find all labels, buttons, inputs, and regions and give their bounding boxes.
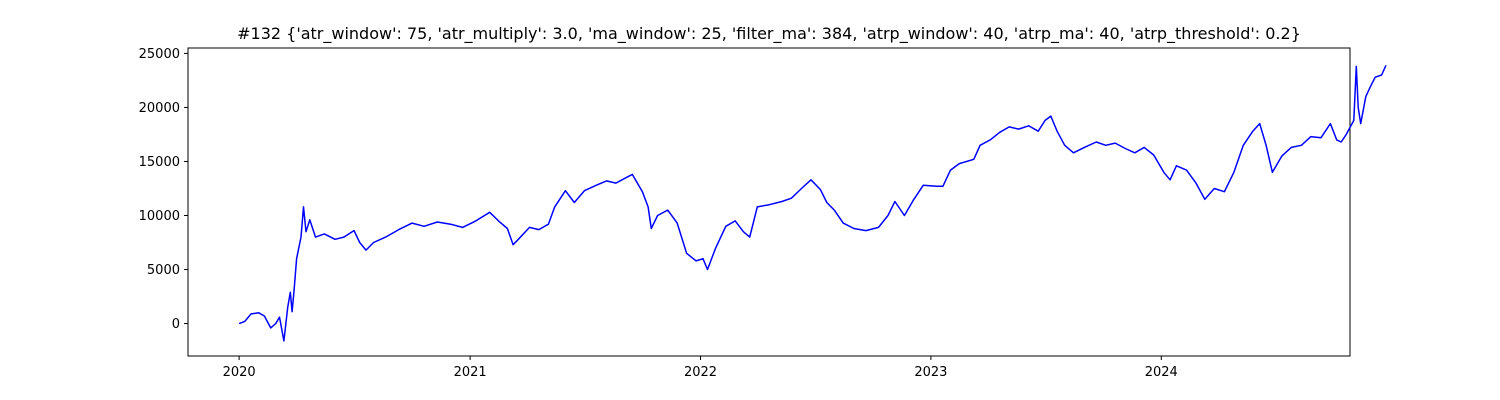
y-axis: 0 5000 10000 15000 20000 25000 [139,47,188,332]
series-line [238,64,1387,342]
x-tick-label: 2021 [454,365,487,380]
y-tick-label: 5000 [147,263,180,278]
y-tick-label: 20000 [139,101,180,116]
x-tick-label: 2020 [223,365,256,380]
chart-title: #132 {'atr_window': 75, 'atr_multiply': … [237,24,1301,44]
x-tick-label: 2024 [1145,365,1178,380]
y-tick-label: 25000 [139,47,180,62]
x-tick-label: 2023 [914,365,947,380]
x-tick-label: 2022 [684,365,717,380]
plot-frame [187,47,1351,357]
y-tick-label: 15000 [139,155,180,170]
y-tick-label: 10000 [139,209,180,224]
x-axis: 2020 2021 2022 2023 2024 [223,356,1178,380]
y-tick-label: 0 [172,317,180,332]
plot-area: 2020 2021 2022 2023 2024 0 5000 10000 15000 2000… [139,47,1387,380]
